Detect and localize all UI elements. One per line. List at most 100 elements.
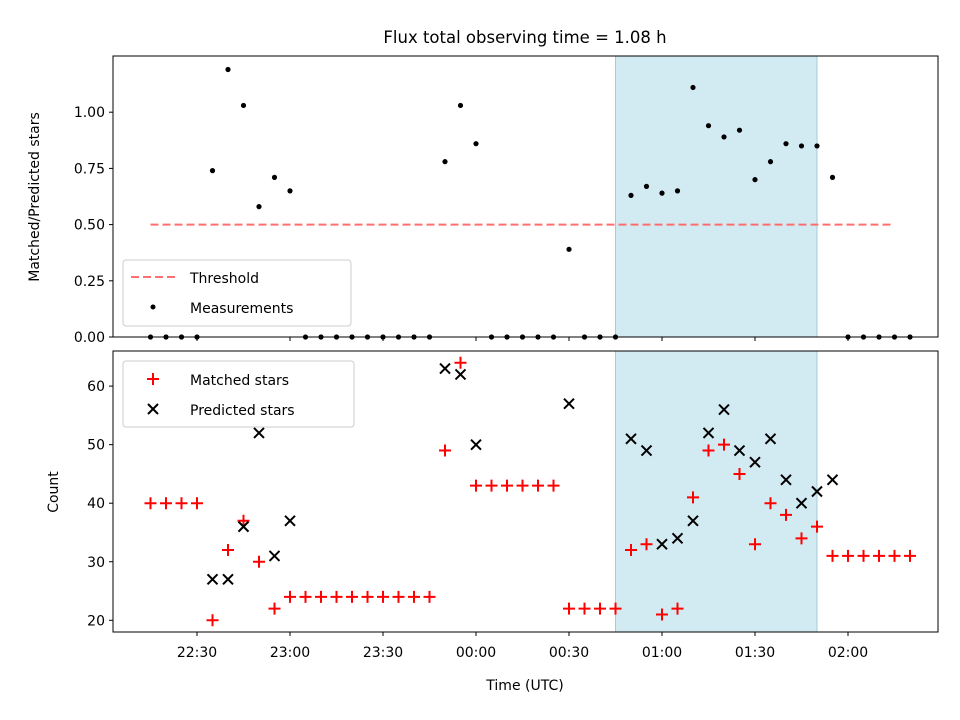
predicted-star-point (718, 403, 730, 416)
highlight-span-rect (615, 350, 818, 633)
measurement-point (225, 66, 231, 73)
measurement-point (783, 141, 789, 147)
predicted-star-point (671, 532, 684, 545)
x-tick-label: 00:30 (549, 645, 589, 661)
y-tick-label: 40 (87, 496, 105, 512)
bottom-legend: Matched stars Predicted stars (122, 360, 355, 428)
matched-star-point (888, 549, 901, 562)
measurement-point (256, 204, 262, 210)
matched-star-point (392, 590, 405, 603)
matched-star-point (547, 479, 560, 492)
y-tick-label: 0.00 (74, 330, 105, 346)
predicted-star-point (811, 485, 823, 498)
matched-star-point (423, 590, 436, 603)
x-tick-label: 00:00 (456, 645, 496, 661)
measurement-point (628, 192, 634, 198)
x-tick-label: 01:00 (642, 645, 682, 661)
matched-star-point (284, 590, 296, 603)
matched-star-point (826, 549, 839, 562)
matched-star-point (656, 608, 668, 621)
matched-star-point (532, 479, 544, 492)
y-tick-label: 30 (87, 555, 105, 571)
legend-threshold-label: Threshold (189, 271, 259, 287)
matched-star-point (175, 497, 188, 510)
predicted-star-point (268, 550, 281, 562)
y-tick-label: 0.75 (74, 161, 105, 177)
top-axes-frame (112, 55, 939, 338)
legend-measurements-swatch (150, 304, 156, 310)
matched-star-point (237, 514, 250, 527)
predicted-star-point (640, 444, 653, 457)
matched-star-point (516, 479, 529, 492)
measurement-point (752, 177, 758, 183)
matched-star-point (749, 538, 761, 551)
matched-star-point (408, 590, 420, 603)
measurement-point (240, 102, 247, 109)
bottom-y-ticks: 20 30 40 50 60 (87, 379, 113, 629)
predicted-star-point (826, 474, 839, 486)
top-y-ticks: 0.00 0.25 0.50 0.75 1.00 (74, 105, 113, 346)
highlight-span-rect (615, 55, 818, 338)
matched-star-point (733, 467, 746, 480)
x-axis-label: Time (UTC) (485, 678, 563, 694)
y-tick-label: 0.50 (74, 218, 105, 234)
y-tick-label: 50 (87, 438, 105, 454)
predicted-star-point (454, 368, 467, 381)
predicted-star-point (764, 433, 777, 445)
matched-star-point (609, 602, 622, 615)
matched-star-point (361, 590, 374, 603)
predicted-star-point (470, 438, 482, 451)
measurement-point (473, 141, 479, 147)
x-tick-label: 02:00 (828, 645, 868, 661)
measurement-point (674, 188, 681, 194)
matched-star-point (377, 590, 389, 603)
predicted-star-point (253, 427, 265, 439)
predicted-star-point (222, 573, 234, 586)
matched-star-point (253, 555, 265, 568)
chart-title: Flux total observing time = 1.08 h (383, 28, 666, 47)
matched-star-point (160, 497, 172, 510)
x-tick-label: 01:30 (735, 645, 775, 661)
measurement-point (798, 143, 805, 149)
bottom-x-ticks: 22:30 23:00 23:30 00:00 00:30 01:00 01:30 02:00 (177, 632, 868, 661)
x-tick-label: 22:30 (177, 645, 217, 661)
matched-star-point (439, 444, 451, 457)
matched-star-point (206, 614, 219, 627)
measurement-point (721, 134, 727, 140)
bottom-axes-frame (112, 350, 939, 633)
matched-star-point (857, 549, 870, 562)
measurement-point (209, 168, 216, 174)
top-legend: Threshold Measurements (122, 259, 352, 327)
matched-star-point (625, 544, 637, 557)
top-panel: Flux total observing time = 1.08 h 0.00 0… (27, 28, 939, 346)
matched-star-point (501, 479, 513, 492)
matched-star-point (811, 520, 823, 533)
matched-star-point (330, 590, 343, 603)
x-tick-label: 23:30 (363, 645, 403, 661)
matched-star-point (842, 549, 854, 562)
top-legend-box (122, 259, 352, 327)
predicted-star-point (625, 433, 637, 445)
measurement-point (736, 127, 743, 133)
matched-star-point (299, 590, 312, 603)
measurement-point (457, 102, 464, 109)
predicted-star-point (749, 456, 761, 468)
matched-star-point (764, 497, 777, 510)
matched-star-point (780, 508, 792, 521)
predicted-star-point (563, 397, 575, 410)
bottom-legend-box (122, 360, 355, 428)
matched-star-point (594, 602, 606, 615)
y-tick-label: 0.25 (74, 274, 105, 290)
measurement-point (690, 84, 696, 91)
measurement-point (287, 188, 293, 194)
matched-star-point (904, 549, 916, 562)
legend-matched-swatch (147, 373, 159, 385)
legend-measurements-label: Measurements (190, 301, 293, 317)
matched-star-point (873, 549, 885, 562)
matched-star-point (144, 497, 157, 510)
measurement-point (566, 246, 572, 252)
matched-star-point (578, 602, 591, 615)
matched-star-point (640, 538, 653, 551)
y-tick-label: 20 (87, 613, 105, 629)
